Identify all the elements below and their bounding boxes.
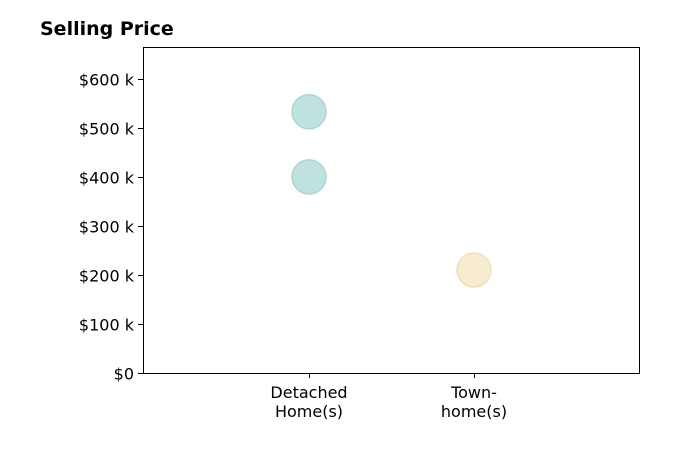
- y-tick-label: $200 k: [79, 267, 135, 286]
- x-axis: Detached Home(s) Town-home(s): [270, 373, 507, 421]
- data-point: [456, 252, 492, 288]
- y-tick-label: $500 k: [79, 120, 135, 139]
- x-tick-label: Detached Home(s): [270, 383, 347, 421]
- x-tick-label-line: Detached: [270, 383, 347, 402]
- x-tick-label-line: home(s): [441, 402, 507, 421]
- y-tick-label: $100 k: [79, 316, 135, 335]
- plot-area-frame: [143, 47, 640, 374]
- chart-title: Selling Price: [40, 18, 174, 40]
- data-point: [291, 159, 327, 195]
- y-tick-label: $600 k: [79, 71, 135, 90]
- y-tick-label: $300 k: [79, 218, 135, 237]
- y-tick-label: $0: [114, 365, 134, 384]
- x-tick-label-line: Town-: [450, 383, 497, 402]
- data-points: [291, 93, 492, 288]
- data-point: [291, 93, 327, 130]
- x-tick-label-line: Home(s): [275, 402, 343, 421]
- y-tick-label: $400 k: [79, 169, 135, 188]
- x-tick-label: Town-home(s): [441, 383, 507, 421]
- y-axis: $0 $100 k $200 k $300 k $400 k $500 k $600 k: [79, 71, 143, 384]
